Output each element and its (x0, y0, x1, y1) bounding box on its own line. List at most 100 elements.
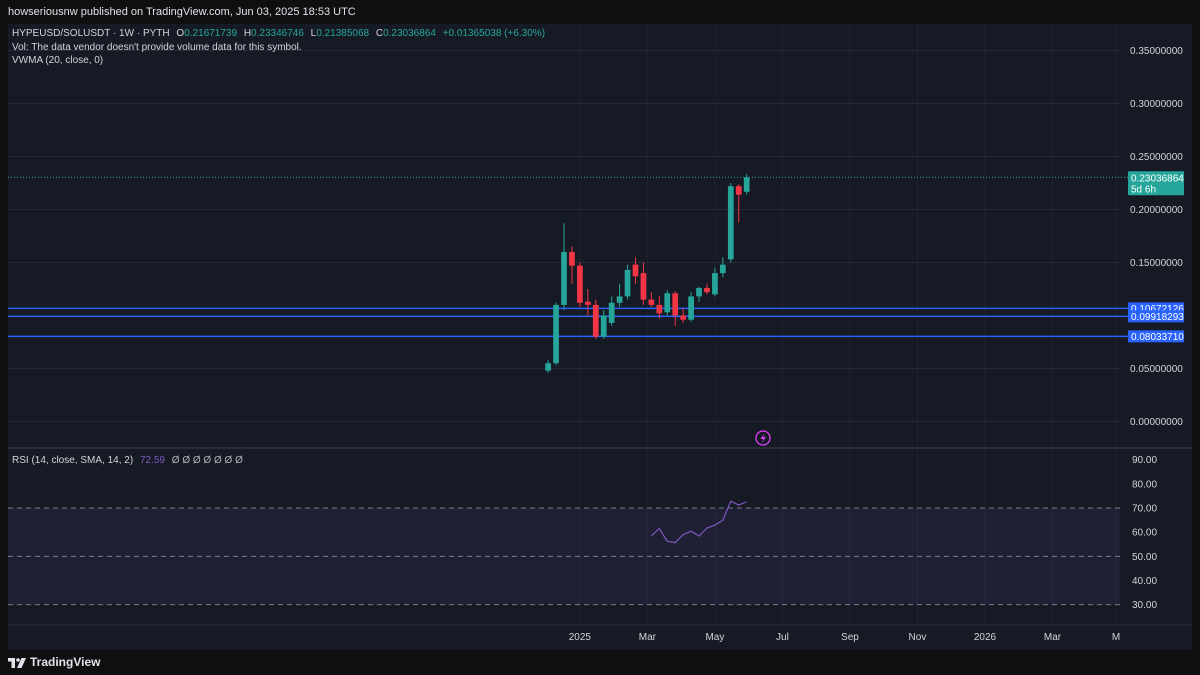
level-badge-label: 0.08033710 (1131, 332, 1184, 343)
rsi-tick-label: 90.00 (1132, 455, 1157, 466)
open-value: 0.21671739 (184, 28, 237, 39)
candle[interactable] (640, 262, 647, 305)
candle-body (577, 265, 583, 303)
candle[interactable] (584, 289, 591, 316)
candle-body (545, 363, 551, 371)
candle-body (640, 273, 647, 300)
candle[interactable] (672, 291, 679, 327)
candle[interactable] (648, 292, 655, 308)
candle[interactable] (545, 360, 551, 373)
time-tick-label: Jul (776, 632, 789, 643)
price-tick-label: 0.35000000 (1130, 46, 1183, 57)
candle[interactable] (696, 286, 702, 302)
level-badge-bg (1128, 330, 1184, 343)
candle[interactable] (704, 283, 710, 295)
candle[interactable] (688, 292, 694, 322)
rsi-line[interactable] (650, 500, 747, 544)
countdown-label: 5d 6h (1131, 184, 1156, 195)
rsi-empty-values: Ø Ø Ø Ø Ø Ø Ø (172, 455, 243, 466)
candle-body (727, 186, 734, 260)
time-tick-label: Nov (909, 632, 927, 643)
candle-body (632, 264, 639, 277)
candle[interactable] (616, 283, 623, 308)
rsi-tick-label: 80.00 (1132, 479, 1157, 490)
tradingview-logo-icon (8, 657, 26, 668)
time-tick-label: 2025 (569, 632, 592, 643)
vwma-label[interactable]: VWMA (20, close, 0) (12, 55, 103, 66)
chart-area[interactable]: 0.000000000.050000000.100000000.15000000… (8, 24, 1192, 650)
candle[interactable] (727, 183, 734, 263)
candle[interactable] (656, 296, 663, 319)
candle[interactable] (743, 173, 750, 195)
brand-label: TradingView (30, 655, 101, 669)
footer-bar: TradingView (0, 650, 1200, 675)
candle-body (712, 273, 718, 295)
candle[interactable] (624, 264, 631, 300)
rsi-legend[interactable]: RSI (14, close, SMA, 14, 2) 72.59 Ø Ø Ø … (12, 455, 243, 466)
candle-body (600, 315, 607, 337)
flash-icon[interactable] (755, 430, 771, 446)
horizontal-levels[interactable] (8, 307, 1128, 338)
time-axis[interactable]: 2025 Mar May Jul Sep Nov 2026 Mar M (8, 624, 1192, 643)
price-grid (8, 24, 1120, 624)
rsi-tick-label: 60.00 (1132, 528, 1157, 539)
candle-body (648, 299, 655, 305)
rsi-tick-label: 50.00 (1132, 552, 1157, 563)
candle[interactable] (680, 308, 687, 323)
candle-body (735, 186, 742, 195)
candle[interactable] (561, 223, 567, 311)
candle-body (664, 293, 671, 313)
candle-body (592, 304, 599, 337)
candle[interactable] (632, 257, 639, 284)
candle[interactable] (577, 262, 583, 308)
last-price-label: 0.23036864 (1131, 173, 1184, 184)
candle[interactable] (600, 310, 607, 339)
candle-body (743, 177, 750, 192)
level-badge-label: 0.09918293 (1131, 312, 1184, 323)
time-tick-label: Mar (1044, 632, 1062, 643)
rsi-label: RSI (14, close, SMA, 14, 2) (12, 455, 133, 466)
candle-body (624, 269, 631, 297)
low-value: 0.21385068 (316, 28, 369, 39)
candle-body (561, 251, 567, 305)
candle-body (608, 302, 615, 323)
price-tick-label: 0.25000000 (1130, 152, 1183, 163)
time-tick-label: Mar (639, 632, 657, 643)
symbol-label[interactable]: HYPEUSD/SOLUSDT · 1W · PYTH (12, 28, 170, 39)
time-tick-label: Sep (841, 632, 859, 643)
candle[interactable] (608, 296, 615, 327)
candle[interactable] (553, 302, 559, 366)
high-label: H (244, 28, 251, 39)
low-label: L (311, 28, 317, 39)
tradingview-brand[interactable]: TradingView (8, 650, 100, 675)
candle-body (696, 287, 702, 297)
change-value: +0.01365038 (+6.30%) (443, 28, 545, 39)
rsi-value: 72.59 (140, 455, 165, 466)
candle-body (616, 296, 623, 303)
time-tick-label: M (1112, 632, 1120, 643)
rsi-axis[interactable]: 30.00 40.00 50.00 60.00 70.00 80.00 90.00 (1132, 455, 1157, 611)
rsi-tick-label: 70.00 (1132, 504, 1157, 515)
close-label: C (376, 28, 383, 39)
candle[interactable] (712, 267, 718, 297)
open-label: O (176, 28, 184, 39)
candle[interactable] (569, 246, 575, 284)
candle-body (680, 315, 687, 320)
candles[interactable] (545, 173, 750, 373)
rsi-tick-label: 30.00 (1132, 600, 1157, 611)
time-tick-label: 2026 (974, 632, 997, 643)
close-value: 0.23036864 (383, 28, 436, 39)
price-tick-label: 0.15000000 (1130, 258, 1183, 269)
candle-body (553, 304, 559, 364)
candle[interactable] (719, 257, 726, 278)
price-tick-label: 0.20000000 (1130, 205, 1183, 216)
candle-body (688, 296, 694, 320)
rsi-band-fill (8, 508, 1120, 605)
price-tick-label: 0.05000000 (1130, 364, 1183, 375)
candle[interactable] (592, 299, 599, 339)
level-badge-bg (1128, 310, 1184, 323)
candle[interactable] (664, 290, 671, 316)
candle-body (704, 287, 710, 293)
candle[interactable] (735, 184, 742, 223)
legend-line: HYPEUSD/SOLUSDT · 1W · PYTH O0.21671739 … (12, 28, 545, 39)
